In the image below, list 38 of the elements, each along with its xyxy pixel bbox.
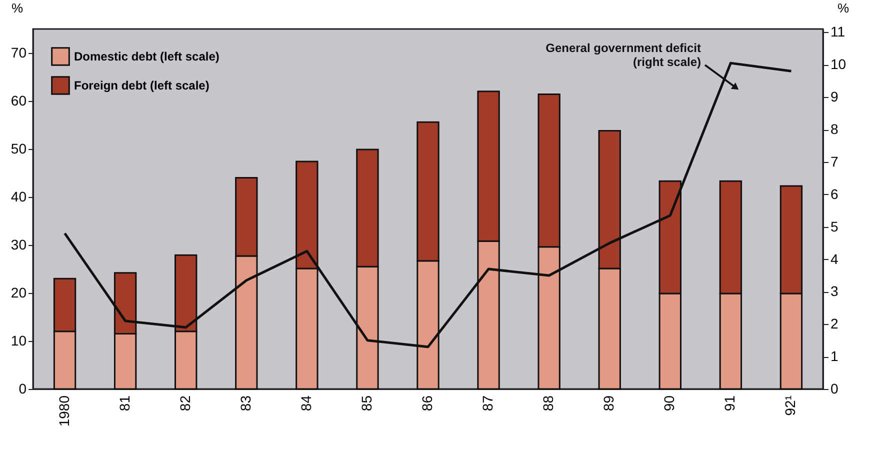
x-tick-label: 87 xyxy=(480,395,496,412)
legend-label: Foreign debt (left scale) xyxy=(74,78,210,92)
y-tick-label: 40 xyxy=(10,188,27,204)
x-tick-label: 82 xyxy=(176,395,193,412)
y-tick-label: 30 xyxy=(10,236,27,252)
y2-tick-label: 6 xyxy=(830,186,838,202)
y2-tick-label: 4 xyxy=(830,250,838,267)
x-tick-label: 86 xyxy=(419,395,435,412)
y-axis-title: % xyxy=(12,0,24,16)
y2-tick-label: 8 xyxy=(830,121,838,138)
x-tick-label: 84 xyxy=(298,395,314,412)
y-tick-label: 60 xyxy=(10,92,27,108)
x-tick-label: 89 xyxy=(600,395,617,412)
x-tick-label: 91 xyxy=(722,395,738,412)
y-tick-label: 20 xyxy=(10,284,27,300)
y2-tick-label: 0 xyxy=(830,380,838,396)
x-tick-label: 83 xyxy=(237,395,254,412)
x-tick-label: 81 xyxy=(116,395,132,412)
y-tick-label: 70 xyxy=(10,44,27,60)
y-tick-label: 10 xyxy=(10,332,27,348)
x-tick-label: 90 xyxy=(661,395,678,412)
y2-tick-label: 5 xyxy=(830,218,838,234)
y2-tick-label: 2 xyxy=(830,316,838,332)
y2-tick-label: 1 xyxy=(830,348,838,364)
y2-axis-title: % xyxy=(838,0,850,16)
x-tick-label: 88 xyxy=(540,395,556,412)
y2-tick-label: 11 xyxy=(830,24,846,40)
y2-tick-label: 7 xyxy=(830,153,838,170)
text: General government deficit (right scale) xyxy=(546,41,702,69)
y-tick-label: 0 xyxy=(18,380,27,396)
x-tick-label: 85 xyxy=(358,395,374,412)
x-tick-label: 1980 xyxy=(56,395,72,427)
y2-tick-label: 10 xyxy=(830,56,846,72)
x-tick-label: 92¹ xyxy=(782,395,798,416)
y-tick-label: 50 xyxy=(10,140,27,156)
y2-tick-label: 9 xyxy=(830,88,838,105)
y2-tick-label: 3 xyxy=(830,283,838,300)
legend-label: Domestic debt (left scale) xyxy=(74,50,220,64)
